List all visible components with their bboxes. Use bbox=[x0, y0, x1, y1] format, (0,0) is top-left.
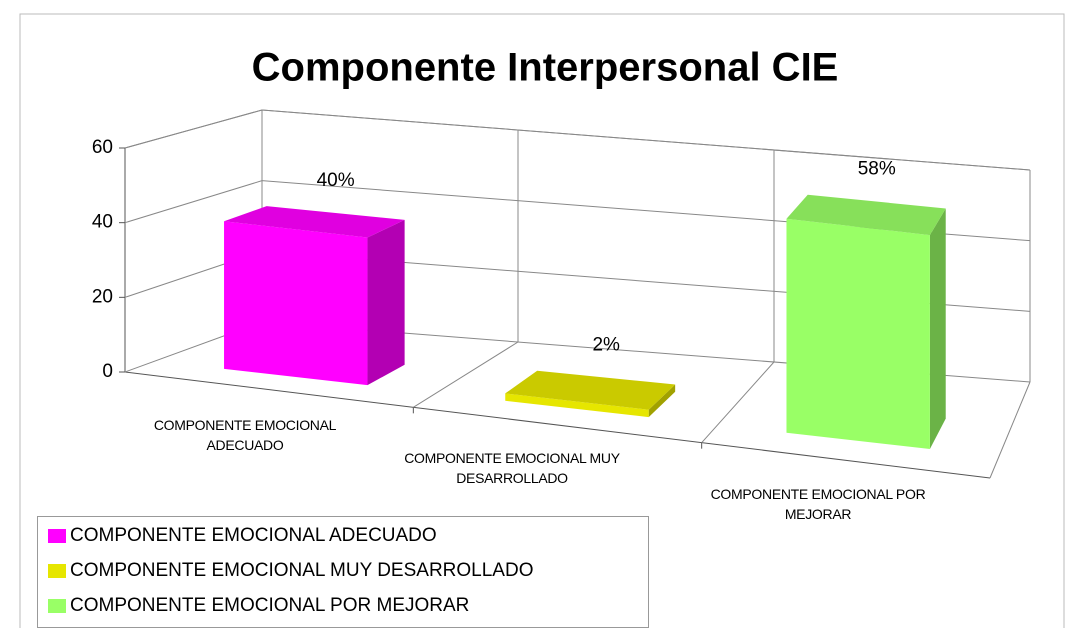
divider bbox=[413, 341, 519, 408]
legend-swatch bbox=[48, 529, 66, 543]
floor-edge bbox=[124, 371, 991, 479]
y-tick-label: 0 bbox=[102, 361, 113, 382]
legend-label: COMPONENTE EMOCIONAL POR MEJORAR bbox=[70, 595, 470, 616]
y-tick-label: 60 bbox=[92, 137, 113, 158]
x-tick-label: COMPONENTE EMOCIONAL POR MEJORAR bbox=[710, 486, 926, 522]
legend-entry: COMPONENTE EMOCIONAL MUY DESARROLLADO bbox=[48, 560, 533, 582]
legend-label: COMPONENTE EMOCIONAL ADECUADO bbox=[70, 525, 437, 546]
legend-label: COMPONENTE EMOCIONAL MUY DESARROLLADO bbox=[70, 560, 534, 581]
x-tick-label: COMPONENTE EMOCIONAL MUY DESARROLLADO bbox=[404, 450, 620, 486]
floor-edge bbox=[989, 381, 1031, 479]
bar-top bbox=[505, 370, 676, 410]
chart-title: Componente Interpersonal CIE bbox=[252, 46, 839, 90]
grid-line bbox=[124, 180, 1031, 242]
data-label: 2% bbox=[592, 335, 620, 356]
data-label: 58% bbox=[858, 159, 896, 180]
legend-entry: COMPONENTE EMOCIONAL POR MEJORAR bbox=[48, 595, 469, 617]
bar-top bbox=[224, 206, 405, 238]
divider bbox=[701, 361, 775, 444]
legend: COMPONENTE EMOCIONAL ADECUADO COMPONENTE … bbox=[37, 516, 649, 628]
y-tick-label: 20 bbox=[92, 286, 113, 307]
data-label: 40% bbox=[317, 170, 355, 191]
bar-front bbox=[505, 393, 649, 418]
y-tick-label: 40 bbox=[92, 212, 113, 233]
grid-line bbox=[124, 109, 1031, 171]
legend-swatch bbox=[48, 564, 66, 578]
bar-side bbox=[648, 384, 676, 418]
bar-side bbox=[929, 208, 946, 450]
x-tick-label: COMPONENTE EMOCIONAL ADECUADO bbox=[153, 417, 337, 453]
bar-side bbox=[367, 219, 405, 386]
legend-entry: COMPONENTE EMOCIONAL ADECUADO bbox=[48, 525, 437, 547]
bar-top bbox=[786, 194, 946, 236]
legend-swatch bbox=[48, 599, 66, 613]
bar-front bbox=[224, 221, 368, 386]
bar-front bbox=[786, 218, 930, 450]
